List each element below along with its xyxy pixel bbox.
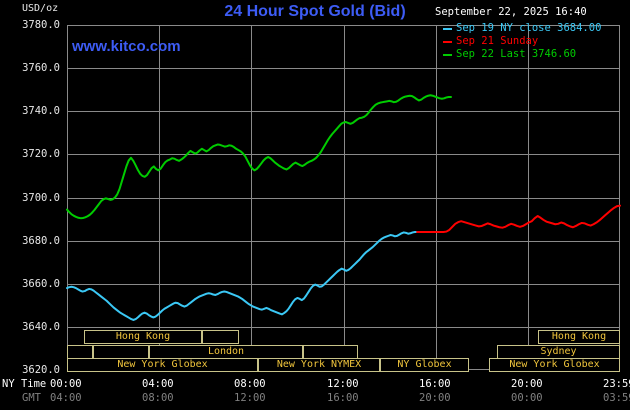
x-axis-tick-label-ny: 04:00 — [142, 378, 174, 390]
legend-color-swatch — [443, 53, 452, 56]
legend-item: Sep 21 Sunday — [443, 35, 625, 48]
x-axis-tick-label-gmt: 16:00 — [327, 392, 359, 404]
grid-line-vertical — [344, 25, 345, 370]
y-axis-tick-label: 3700.0 — [22, 192, 60, 204]
x-axis-tick-label-ny: 23:59 — [603, 378, 630, 390]
x-axis-tick-label-ny: 16:00 — [419, 378, 451, 390]
x-axis-tick-label-ny: 00:00 — [50, 378, 82, 390]
session-bar: New York Globex — [489, 358, 620, 372]
session-bar: New York Globex — [67, 358, 258, 372]
ny-time-axis-label: NY Time — [2, 378, 47, 390]
y-axis-tick-label: 3720.0 — [22, 148, 60, 160]
grid-line-vertical — [528, 25, 529, 370]
y-axis-tick-label: 3740.0 — [22, 105, 60, 117]
session-bar-segment — [202, 330, 239, 344]
gmt-axis-label: GMT — [22, 392, 41, 404]
x-axis-tick-label-ny: 20:00 — [511, 378, 543, 390]
session-bar: Hong Kong — [84, 330, 202, 344]
y-axis-tick-label: 3660.0 — [22, 278, 60, 290]
x-axis-tick-label-ny: 12:00 — [327, 378, 359, 390]
y-axis-tick-label: 3760.0 — [22, 62, 60, 74]
y-axis-unit-label: USD/oz — [22, 3, 59, 14]
x-axis-tick-label-gmt: 08:00 — [142, 392, 174, 404]
legend-color-swatch — [443, 40, 452, 43]
y-axis-tick-label: 3680.0 — [22, 235, 60, 247]
x-axis-tick-label-gmt: 00:00 — [511, 392, 543, 404]
session-bar: Sydney — [497, 345, 620, 359]
session-bar-segment — [303, 345, 358, 359]
y-axis-tick-label: 3640.0 — [22, 321, 60, 333]
session-bar: New York NYMEX — [258, 358, 380, 372]
grid-line-vertical — [436, 25, 437, 370]
x-axis-tick-label-gmt: 03:59 — [603, 392, 630, 404]
x-axis-tick-label-gmt: 12:00 — [234, 392, 266, 404]
legend-item-label: Sep 21 Sunday — [456, 35, 539, 47]
session-bar: Hong Kong — [538, 330, 620, 344]
legend-color-swatch — [443, 27, 452, 30]
legend-datetime: September 22, 2025 16:40 — [435, 6, 587, 18]
grid-line-vertical — [159, 25, 160, 370]
grid-line-vertical — [251, 25, 252, 370]
kitco-watermark: www.kitco.com — [72, 38, 181, 55]
x-axis-tick-label-gmt: 20:00 — [419, 392, 451, 404]
page-title: 24 Hour Spot Gold (Bid) — [224, 3, 406, 20]
session-bar: NY Globex — [380, 358, 469, 372]
session-bar-segment — [93, 345, 149, 359]
legend: Sep 19 NY close 3684.00 Sep 21 Sunday Sep … — [443, 22, 625, 61]
legend-item-label: Sep 19 NY close 3684.00 — [456, 22, 602, 34]
grid-line-horizontal — [67, 327, 620, 328]
grid-line-horizontal — [67, 68, 620, 69]
x-axis-tick-label-gmt: 04:00 — [50, 392, 82, 404]
session-bar-segment — [67, 345, 93, 359]
legend-item: Sep 19 NY close 3684.00 — [443, 22, 625, 35]
legend-item-label: Sep 22 Last 3746.60 — [456, 48, 577, 60]
y-axis-tick-label: 3620.0 — [22, 364, 60, 376]
legend-item: Sep 22 Last 3746.60 — [443, 48, 625, 61]
x-axis-tick-label-ny: 08:00 — [234, 378, 266, 390]
y-axis-tick-label: 3780.0 — [22, 19, 60, 31]
session-bar: London — [149, 345, 303, 359]
